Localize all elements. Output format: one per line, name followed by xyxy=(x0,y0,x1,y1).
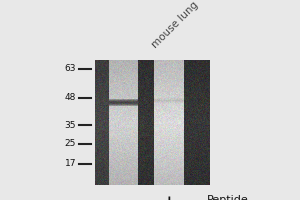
Text: 25: 25 xyxy=(64,139,76,148)
Text: 17: 17 xyxy=(64,159,76,168)
Text: -: - xyxy=(120,195,126,200)
Text: mouse lung: mouse lung xyxy=(150,0,200,50)
Text: +: + xyxy=(163,195,176,200)
Text: 63: 63 xyxy=(64,64,76,73)
Text: Peptide: Peptide xyxy=(207,195,249,200)
Text: 35: 35 xyxy=(64,120,76,130)
Text: 48: 48 xyxy=(64,93,76,102)
